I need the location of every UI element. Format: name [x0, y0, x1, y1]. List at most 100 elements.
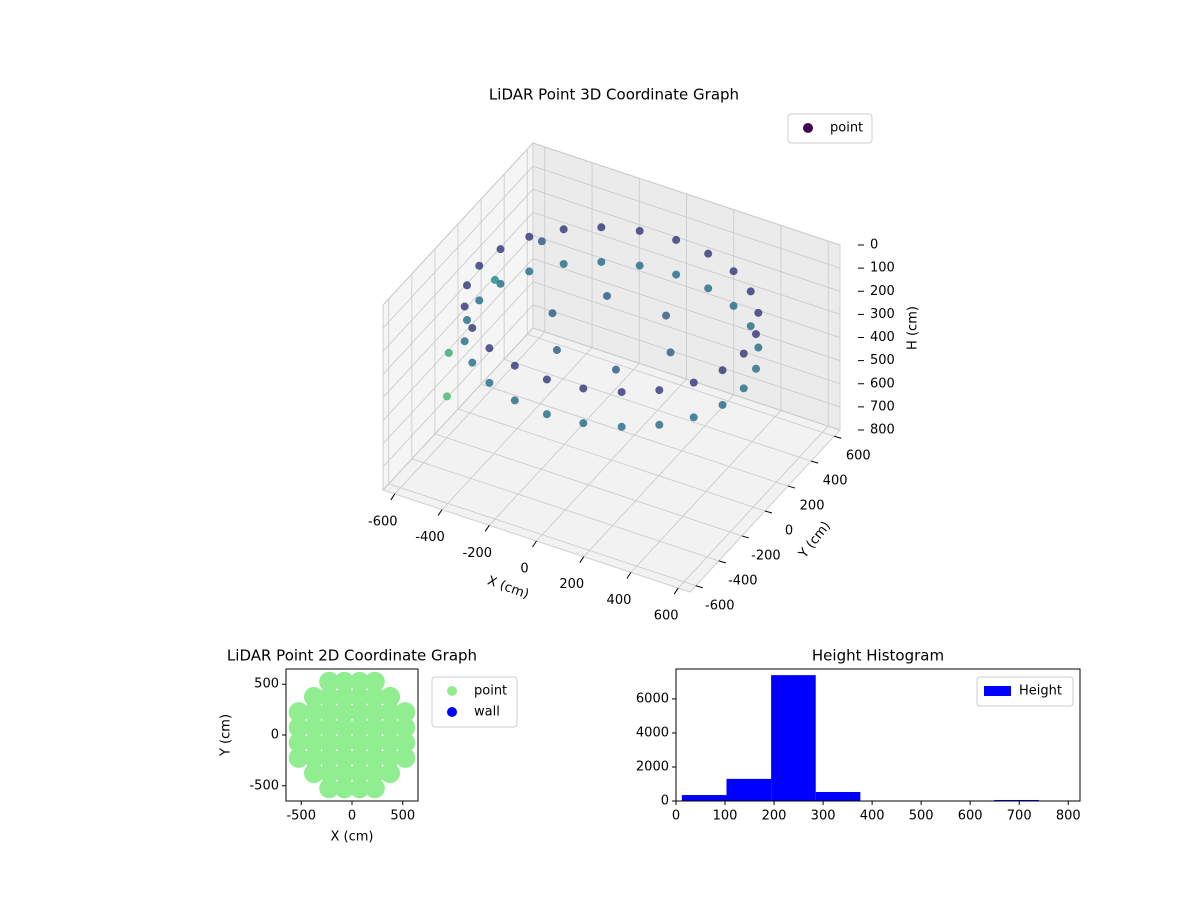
x-tick-label: 700: [1007, 809, 1032, 824]
x-tick: [484, 525, 490, 532]
x-tick-label: -200: [463, 546, 493, 561]
point: [334, 702, 355, 723]
y-tick: [695, 585, 703, 589]
x-tick: [673, 587, 679, 595]
y-tick-label: 6000: [636, 691, 669, 706]
point: [603, 291, 612, 300]
point: [349, 717, 370, 738]
y-axis-label: Y (cm): [796, 519, 834, 562]
point: [617, 422, 626, 431]
grid-line: [532, 211, 841, 315]
point: [349, 702, 370, 723]
point: [496, 279, 505, 288]
grid-line: [532, 304, 841, 408]
x-tick-label: 100: [713, 809, 738, 824]
point: [288, 702, 309, 723]
point: [559, 225, 568, 234]
point: [597, 257, 606, 266]
point: [349, 671, 370, 692]
legend-label: wall: [474, 705, 500, 720]
point: [380, 763, 401, 784]
grid-line: [382, 304, 534, 468]
point: [364, 717, 385, 738]
point: [525, 267, 534, 276]
point: [380, 747, 401, 768]
point: [485, 344, 494, 353]
point: [334, 717, 355, 738]
point: [704, 249, 713, 258]
point: [537, 237, 546, 246]
z-axis-label: H (cm): [906, 306, 921, 350]
point: [672, 270, 681, 279]
x-tick-label: 0: [520, 562, 528, 577]
grid-line: [382, 165, 534, 329]
point: [485, 378, 494, 387]
z-tick-label: 100: [870, 261, 895, 276]
point: [334, 778, 355, 799]
y-axis-label: Y (cm): [219, 714, 234, 757]
x-tick-label: 500: [909, 809, 934, 824]
grid-line: [532, 188, 841, 292]
z-tick-label: 0: [870, 238, 878, 253]
z-tick-label: 500: [870, 353, 895, 368]
legend-marker: [984, 686, 1011, 696]
point: [334, 732, 355, 753]
point: [288, 747, 309, 768]
x-tick-label: -400: [415, 530, 445, 545]
legend-marker: [447, 686, 457, 696]
point: [334, 686, 355, 707]
grid-line: [532, 165, 841, 269]
x-tick-label: 300: [811, 809, 836, 824]
grid-line: [388, 483, 696, 587]
y-tick: [764, 510, 773, 514]
y-tick-label: 0: [661, 794, 669, 809]
point: [751, 330, 760, 339]
z-tick-label: 200: [870, 284, 895, 299]
y-tick: [834, 435, 842, 439]
legend-marker: [803, 123, 813, 133]
point: [334, 763, 355, 784]
x-tick-label: 600: [958, 809, 983, 824]
point: [319, 732, 340, 753]
point: [349, 747, 370, 768]
chart-title: LiDAR Point 3D Coordinate Graph: [489, 86, 739, 104]
point: [288, 717, 309, 738]
point: [729, 267, 738, 276]
point: [380, 702, 401, 723]
x-tick-label: 200: [762, 809, 787, 824]
x-tick-label: -600: [368, 514, 398, 529]
point: [319, 778, 340, 799]
point: [349, 732, 370, 753]
legend-marker: [447, 707, 457, 717]
grid-line: [504, 358, 812, 462]
x-tick: [437, 509, 443, 516]
x-tick: [532, 540, 537, 548]
grid-line: [382, 281, 534, 445]
grid-line: [527, 333, 835, 437]
z-tick-label: 800: [870, 423, 895, 438]
y-tick-label: 4000: [636, 725, 669, 740]
point: [510, 396, 519, 405]
x-tick-label: 0: [348, 809, 356, 824]
bar: [994, 799, 1039, 801]
point: [662, 311, 671, 320]
point: [395, 702, 416, 723]
point: [635, 226, 644, 235]
point: [655, 386, 664, 395]
y-tick-label: 0: [271, 728, 279, 743]
x-tick: [626, 572, 632, 579]
point: [303, 732, 324, 753]
point: [689, 378, 698, 387]
point: [349, 778, 370, 799]
point: [444, 348, 453, 357]
bar: [681, 795, 727, 801]
grid-line: [434, 433, 743, 537]
point: [510, 361, 519, 370]
y-tick-label: 0: [785, 524, 793, 539]
point: [334, 747, 355, 768]
x-axis-label: X (cm): [485, 574, 531, 603]
point: [559, 259, 568, 268]
y-tick-label: 400: [823, 474, 848, 489]
y-tick: [811, 460, 819, 464]
grid-line: [532, 281, 841, 385]
